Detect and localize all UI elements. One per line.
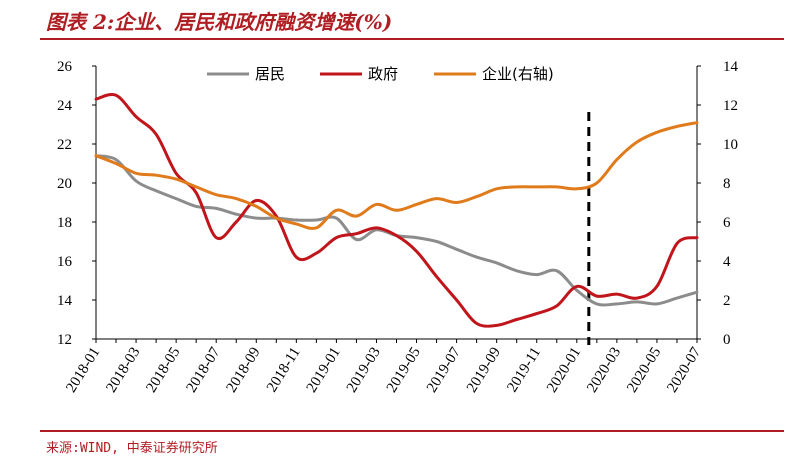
x-axis-tick-label: 2019-01	[304, 345, 344, 396]
right-axis-tick-label: 14	[723, 59, 739, 75]
x-axis-tick-label: 2019-03	[344, 345, 384, 396]
right-axis-tick-label: 6	[723, 215, 731, 231]
x-axis-tick-label: 2018-05	[143, 345, 183, 396]
left-axis-tick-label: 18	[57, 215, 72, 231]
left-axis-tick-label: 22	[57, 137, 72, 153]
x-axis-tick-label: 2018-11	[264, 345, 304, 395]
legend-label-government: 政府	[368, 65, 398, 83]
x-axis-tick-label: 2019-05	[384, 345, 424, 396]
series-line-enterprise	[94, 121, 699, 230]
left-axis-tick-label: 24	[57, 98, 73, 114]
x-axis-tick-label: 2018-01	[63, 345, 103, 396]
left-axis-tick-label: 12	[57, 332, 72, 348]
right-axis-tick-label: 2	[723, 293, 731, 309]
left-axis-tick-label: 16	[57, 254, 73, 270]
right-axis-tick-label: 0	[723, 332, 731, 348]
x-axis-tick-label: 2019-07	[424, 344, 464, 395]
x-axis-tick-label: 2019-09	[464, 345, 504, 396]
source-note: 来源:WIND, 中泰证券研究所	[46, 441, 218, 456]
right-axis-tick-label: 4	[723, 254, 731, 270]
right-axis-tick-label: 12	[723, 98, 738, 114]
title-divider	[40, 38, 784, 40]
x-axis-tick-label: 2020-07	[664, 344, 704, 395]
footer-divider	[40, 430, 784, 432]
series-line-resident	[94, 154, 699, 307]
right-axis-tick-label: 8	[723, 176, 731, 192]
x-axis-tick-label: 2019-11	[504, 345, 544, 395]
left-axis-tick-label: 14	[57, 293, 73, 309]
x-axis-tick-label: 2020-01	[544, 345, 584, 396]
x-axis-tick-label: 2020-03	[584, 345, 624, 396]
x-axis-tick-label: 2020-05	[624, 345, 664, 396]
left-axis-tick-label: 26	[57, 59, 73, 75]
legend-label-enterprise: 企业(右轴)	[482, 65, 554, 83]
x-axis-tick-label: 2018-03	[103, 345, 143, 396]
series-line-government	[94, 93, 699, 328]
x-axis-tick-label: 2018-07	[184, 344, 224, 395]
chart-title: 图表 2:企业、居民和政府融资增速(%)	[46, 10, 393, 34]
legend-label-resident: 居民	[255, 65, 285, 83]
left-axis-tick-label: 20	[57, 176, 72, 192]
x-axis-tick-label: 2018-09	[224, 345, 264, 396]
right-axis-tick-label: 10	[723, 137, 738, 153]
